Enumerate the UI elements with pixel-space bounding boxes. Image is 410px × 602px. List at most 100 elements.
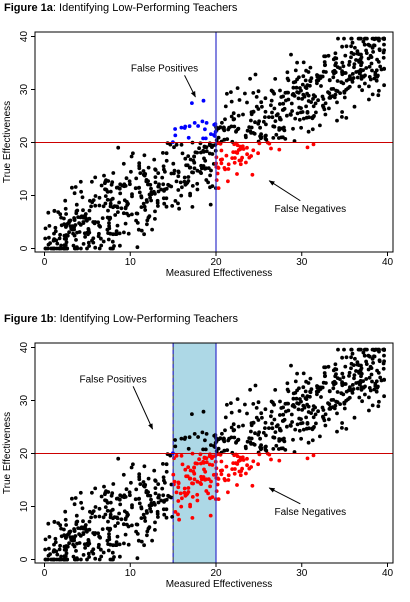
data-point — [170, 204, 175, 208]
data-point — [306, 381, 311, 385]
data-point — [261, 430, 266, 435]
data-point — [335, 100, 339, 105]
data-point — [283, 448, 288, 452]
data-point — [363, 81, 367, 86]
data-point — [362, 42, 367, 47]
data-point — [176, 201, 180, 206]
data-point — [153, 479, 158, 483]
data-point — [271, 447, 276, 451]
data-point — [331, 398, 336, 402]
data-point — [72, 218, 77, 223]
data-point — [64, 551, 69, 556]
data-point — [299, 399, 303, 404]
data-point — [117, 511, 121, 516]
data-point — [301, 427, 306, 432]
data-point — [119, 206, 124, 211]
data-point — [279, 446, 284, 451]
data-point — [297, 428, 302, 433]
data-point — [378, 64, 383, 69]
data-point — [269, 409, 274, 414]
data-point — [382, 42, 386, 47]
data-point — [249, 429, 253, 434]
data-point — [335, 79, 340, 83]
data-point — [373, 36, 378, 41]
false-negative-point — [185, 474, 190, 479]
false-negative-point — [251, 148, 256, 153]
data-point — [343, 53, 348, 58]
data-point — [344, 116, 349, 120]
data-point — [341, 81, 346, 86]
data-point — [79, 557, 83, 562]
data-point — [278, 102, 282, 106]
data-point — [342, 90, 347, 95]
data-point — [142, 543, 147, 548]
data-point — [43, 547, 48, 552]
data-point — [382, 83, 386, 88]
data-point — [344, 427, 349, 431]
false-negative-point — [176, 481, 181, 486]
false-negative-point — [213, 454, 218, 458]
data-point — [353, 45, 357, 50]
data-point — [333, 362, 338, 367]
data-point — [145, 222, 149, 227]
data-point — [359, 77, 364, 81]
data-point — [263, 426, 267, 430]
data-point — [286, 401, 290, 406]
data-point — [231, 422, 236, 427]
data-point — [80, 506, 85, 511]
data-point — [153, 491, 158, 496]
data-point — [377, 358, 382, 363]
data-point — [84, 218, 89, 222]
data-point — [129, 154, 134, 159]
false-negative-point — [203, 477, 207, 482]
y-tick-label: 10 — [19, 501, 30, 513]
data-point — [267, 426, 271, 430]
data-point — [349, 55, 353, 60]
data-point — [83, 235, 87, 239]
figure-1b-title: Figure 1b: Identifying Low-Performing Te… — [4, 313, 238, 325]
data-point — [86, 228, 91, 233]
data-point — [127, 179, 132, 184]
data-point — [64, 523, 68, 527]
data-point — [290, 403, 295, 408]
data-point — [89, 204, 93, 209]
data-point — [117, 231, 122, 236]
data-point — [327, 389, 332, 393]
data-point — [182, 179, 187, 184]
data-point — [274, 113, 279, 118]
data-point — [172, 145, 176, 150]
data-point — [364, 66, 369, 70]
data-point — [212, 433, 217, 438]
data-point — [209, 443, 213, 447]
data-point — [81, 553, 86, 557]
data-point — [315, 81, 319, 86]
data-point — [162, 500, 166, 504]
data-point — [183, 435, 188, 440]
data-point — [286, 97, 291, 102]
false-negative-point — [226, 167, 231, 171]
data-point — [243, 133, 248, 138]
data-point — [186, 446, 191, 451]
false-negative-point — [235, 483, 239, 487]
data-point — [331, 75, 336, 80]
data-point — [248, 76, 253, 81]
data-point — [115, 223, 120, 228]
data-point — [366, 367, 371, 372]
data-point — [264, 448, 269, 453]
data-point — [367, 408, 371, 413]
data-point — [332, 95, 337, 100]
data-point — [213, 143, 218, 147]
false-negative-point — [223, 167, 228, 172]
data-point — [251, 91, 256, 95]
data-point — [118, 243, 122, 248]
data-point — [355, 362, 360, 367]
data-point — [173, 444, 178, 449]
data-point — [369, 55, 374, 59]
data-point — [156, 495, 161, 500]
data-point — [73, 496, 78, 500]
annotation-label: False Negatives — [274, 507, 346, 518]
data-point — [142, 204, 147, 209]
data-point — [338, 91, 342, 95]
data-point — [316, 409, 320, 414]
data-point — [229, 114, 234, 119]
